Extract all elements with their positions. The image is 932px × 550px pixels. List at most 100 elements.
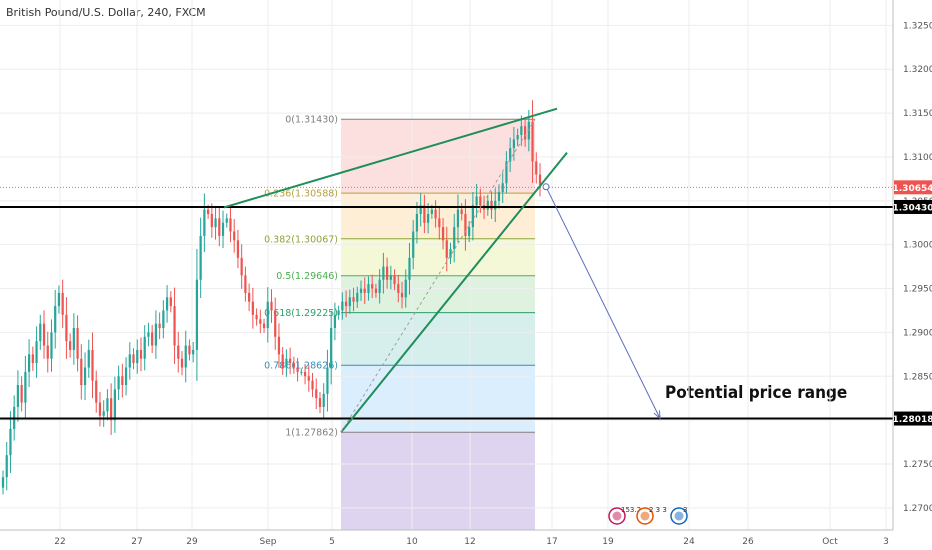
candle-body <box>423 205 426 223</box>
event-badge-count: 3 <box>683 506 687 514</box>
candle-body <box>445 240 448 258</box>
candle-body <box>527 121 530 140</box>
price-tag <box>894 411 932 426</box>
candle-body <box>192 349 195 355</box>
candle-body <box>292 363 295 368</box>
y-tick-label: 1.27000 <box>903 504 932 514</box>
candle-body <box>27 354 31 372</box>
x-tick-label: Oct <box>822 537 838 547</box>
candle-body <box>333 314 337 329</box>
candle-body <box>151 332 154 346</box>
candle-body <box>270 301 273 311</box>
candle-body <box>505 161 508 184</box>
candle-body <box>255 314 258 320</box>
candle-body <box>479 196 482 206</box>
candle-body <box>210 213 213 228</box>
candle-body <box>244 275 247 293</box>
candle-body <box>322 393 325 407</box>
candle-body <box>262 323 266 329</box>
candle-body <box>203 209 206 236</box>
fib-level-label: 0.786(1.28626) <box>264 361 338 372</box>
candle-body <box>412 231 415 258</box>
candle-body <box>259 319 262 324</box>
candle-body <box>359 288 363 293</box>
candle-body <box>408 257 411 280</box>
candle-body <box>307 376 310 381</box>
candle-body <box>352 297 355 302</box>
upper-trendline <box>223 107 558 209</box>
price-tags: 1.30430 1.28018 1.30654 <box>893 180 932 426</box>
candle-body <box>165 297 169 311</box>
arrow-head <box>653 410 661 420</box>
candle-body <box>318 398 322 407</box>
candle-body <box>441 227 445 241</box>
candle-body <box>72 328 75 350</box>
candle-body <box>248 292 251 302</box>
price-tag-label: 1.30654 <box>893 184 932 194</box>
price-tag <box>894 180 932 195</box>
candle-body <box>143 336 146 359</box>
candle-body <box>315 389 318 399</box>
candle-body <box>139 349 143 359</box>
candle-body <box>177 345 180 359</box>
price-tag-label: 1.30430 <box>893 203 932 213</box>
candle-body <box>169 297 172 307</box>
drawn-lines <box>0 107 893 433</box>
candle-body <box>385 266 389 280</box>
fib-diagonal <box>340 118 536 433</box>
candle-body <box>95 380 98 403</box>
candle-body <box>494 200 497 210</box>
y-tick-label: 1.30000 <box>903 241 932 251</box>
candle-body <box>5 455 8 478</box>
candle-body <box>162 310 165 329</box>
candle-body <box>50 332 53 359</box>
candle-body <box>430 209 433 214</box>
candle-body <box>9 428 12 456</box>
candle-body <box>497 192 501 201</box>
event-badge-dot <box>612 511 622 521</box>
arrow-start-point <box>542 183 550 191</box>
y-tick-label: 1.32500 <box>903 21 932 31</box>
candle-body <box>132 354 135 364</box>
x-tick-label: 10 <box>406 537 418 547</box>
candle-body <box>367 284 370 293</box>
candle-body <box>124 367 128 386</box>
y-tick-label: 1.28500 <box>903 372 932 382</box>
candle-body <box>214 218 217 228</box>
x-tick-label: 12 <box>464 537 475 547</box>
candle-body <box>523 126 527 140</box>
candle-body <box>285 358 288 368</box>
candle-body <box>1 477 5 488</box>
y-tick-label: 1.31000 <box>903 153 932 163</box>
candle-body <box>281 354 284 368</box>
candle-body <box>378 279 381 293</box>
candle-body <box>337 310 340 315</box>
candle-body <box>102 411 105 416</box>
candle-body <box>348 297 351 307</box>
candle-body <box>240 257 243 276</box>
candle-body <box>419 205 422 214</box>
grid <box>0 0 893 530</box>
y-tick-label: 1.32000 <box>903 65 932 75</box>
y-tick-label: 1.29500 <box>903 285 932 295</box>
candle-body <box>184 345 187 368</box>
candle-body <box>233 231 236 241</box>
candle-body <box>180 358 184 368</box>
candle-body <box>199 235 202 280</box>
candle-body <box>110 398 113 421</box>
candle-body <box>221 222 225 236</box>
candle-body <box>76 328 79 359</box>
candle-body <box>35 341 38 364</box>
fib-level-label: 1(1.27862) <box>285 428 338 439</box>
candle-body <box>16 385 20 407</box>
x-tick-label: 17 <box>546 537 557 547</box>
candle-body <box>363 288 366 293</box>
candle-body <box>154 323 158 346</box>
event-badge-count: 153.2 <box>621 506 641 514</box>
candle-body <box>356 292 359 302</box>
candle-body <box>218 218 221 236</box>
candle-body <box>344 301 348 307</box>
candle-body <box>98 402 102 416</box>
candle-body <box>311 380 314 390</box>
